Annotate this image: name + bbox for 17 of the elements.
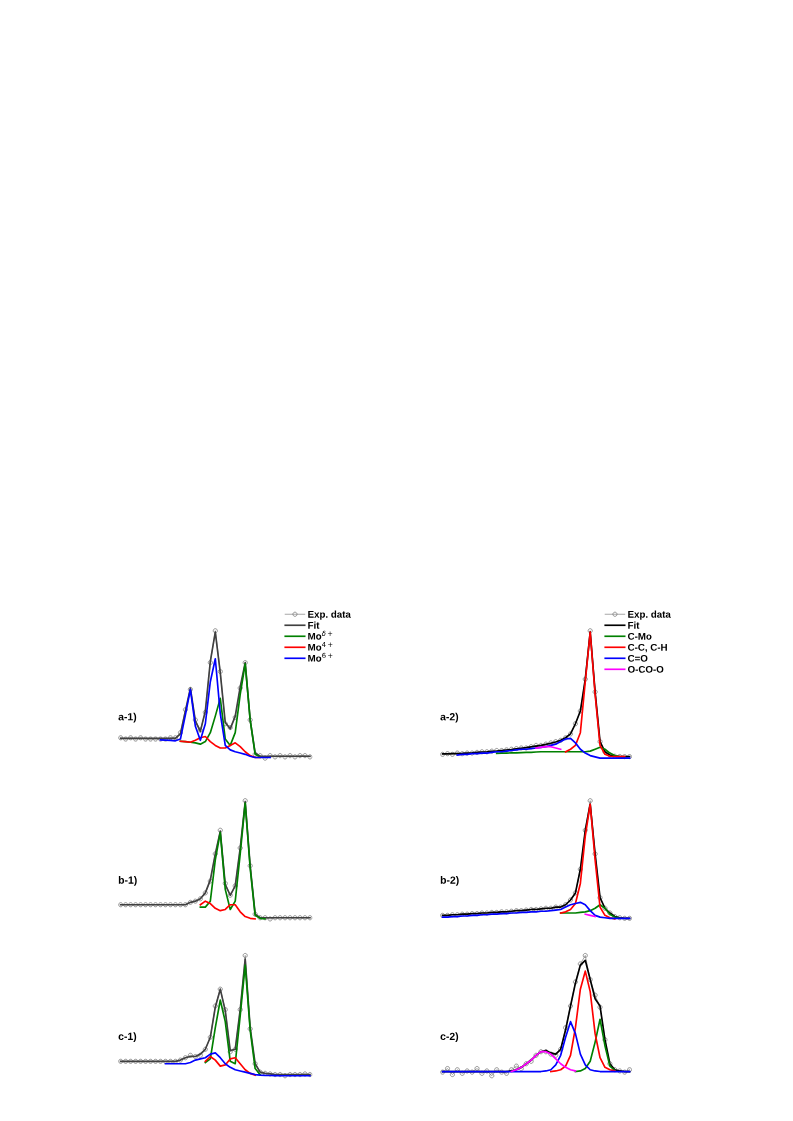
- legend-label: Mo$^{δ+}$: [308, 630, 333, 640]
- legend-label: Fit: [308, 621, 320, 629]
- legend-label: Mo$^{4+}$: [308, 641, 333, 651]
- legend-label: C-Mo: [627, 632, 652, 640]
- text: a-2): [440, 712, 459, 723]
- legend-label: Mo$^{6+}$: [308, 652, 333, 662]
- text: b-1): [118, 876, 137, 886]
- legend-label: Exp. data: [308, 610, 351, 620]
- legend-label: C-C, C-H: [627, 643, 667, 653]
- text: b-2): [440, 876, 459, 886]
- legend-label: Fit: [628, 621, 640, 629]
- legend-label: Exp. data: [628, 610, 671, 620]
- legend-label: C=O: [627, 654, 648, 662]
- text: c-2): [440, 1032, 459, 1043]
- text: c-1): [118, 1032, 137, 1043]
- legend-label: O-CO-O: [627, 665, 664, 673]
- text: a-1): [118, 712, 137, 723]
